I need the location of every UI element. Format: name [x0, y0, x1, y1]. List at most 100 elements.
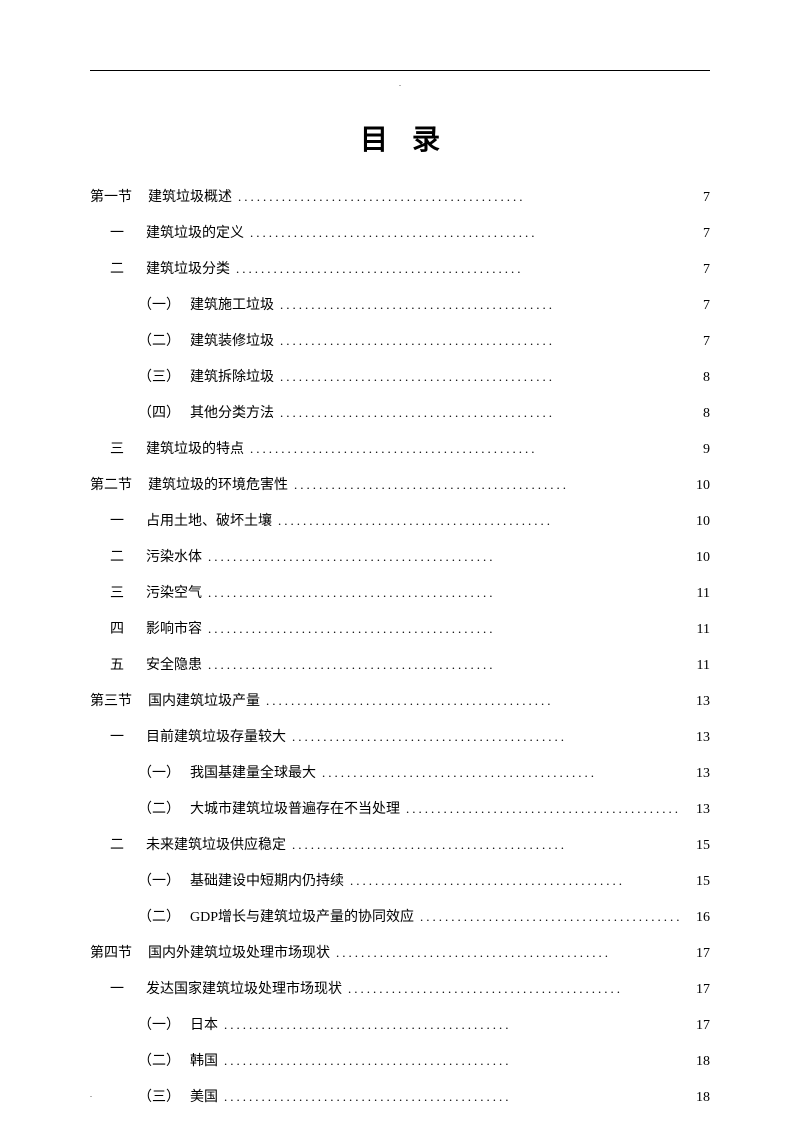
toc-leader-dots: ........................................… — [202, 585, 502, 601]
toc-entry-page: 11 — [680, 586, 710, 602]
toc-leader-dots: ........................................… — [274, 405, 561, 421]
toc-entry: 二污染水体...................................… — [90, 546, 710, 566]
toc-entry-label: 建筑垃圾的环境危害性 — [148, 474, 288, 494]
toc-entry-label: 建筑垃圾的定义 — [146, 222, 244, 242]
toc-entry-number: （二） — [138, 798, 190, 818]
toc-leader-dots: ........................................… — [244, 441, 544, 457]
toc-leader-dots: ........................................… — [344, 873, 631, 889]
toc-entry-page: 7 — [680, 190, 710, 206]
toc-leader-dots: ........................................… — [230, 261, 530, 277]
toc-entry-label: 日本 — [190, 1014, 218, 1034]
toc-entry-label: 大城市建筑垃圾普遍存在不当处理 — [190, 798, 400, 818]
toc-entry-number: （三） — [138, 366, 190, 386]
toc-entry: 一发达国家建筑垃圾处理市场现状.........................… — [90, 978, 710, 998]
toc-entry: （一）我国基建量全球最大............................… — [90, 762, 710, 782]
toc-leader-dots: ........................................… — [218, 1089, 518, 1105]
toc-entry-number: （四） — [138, 402, 190, 422]
toc-entry-label: 发达国家建筑垃圾处理市场现状 — [146, 978, 342, 998]
toc-entry-number: 第三节 — [90, 690, 148, 710]
toc-entry-page: 13 — [680, 730, 710, 746]
toc-leader-dots: ........................................… — [202, 657, 502, 673]
toc-entry: 一建筑垃圾的定义................................… — [90, 222, 710, 242]
toc-entry-label: 未来建筑垃圾供应稳定 — [146, 834, 286, 854]
toc-leader-dots: ........................................… — [218, 1017, 518, 1033]
toc-leader-dots: ........................................… — [260, 693, 560, 709]
toc-entry-label: GDP增长与建筑垃圾产量的协同效应 — [190, 906, 414, 926]
toc-entry-label: 占用土地、破坏土壤 — [146, 510, 272, 530]
toc-leader-dots: ........................................… — [342, 981, 629, 997]
toc-leader-dots: ........................................… — [244, 225, 544, 241]
toc-entry: 一目前建筑垃圾存量较大.............................… — [90, 726, 710, 746]
top-page-mark: . — [90, 79, 710, 88]
toc-entry: （一）建筑施工垃圾...............................… — [90, 294, 710, 314]
toc-entry-label: 影响市容 — [146, 618, 202, 638]
toc-entry-label: 建筑垃圾的特点 — [146, 438, 244, 458]
toc-entry: 三建筑垃圾的特点................................… — [90, 438, 710, 458]
toc-entry-page: 7 — [680, 262, 710, 278]
toc-entry-label: 建筑垃圾分类 — [146, 258, 230, 278]
toc-leader-dots: ........................................… — [274, 333, 561, 349]
toc-entry-number: 三 — [110, 582, 146, 602]
toc-entry-label: 美国 — [190, 1086, 218, 1106]
toc-entry-page: 16 — [680, 910, 710, 926]
toc-leader-dots: ........................................… — [286, 729, 573, 745]
toc-entry-page: 15 — [680, 874, 710, 890]
toc-entry-page: 15 — [680, 838, 710, 854]
toc-entry-number: 第一节 — [90, 186, 148, 206]
toc-entry-label: 建筑拆除垃圾 — [190, 366, 274, 386]
toc-entry-label: 国内建筑垃圾产量 — [148, 690, 260, 710]
toc-entry-page: 17 — [680, 946, 710, 962]
toc-entry-page: 13 — [680, 694, 710, 710]
toc-leader-dots: ........................................… — [414, 909, 680, 925]
toc-entry: （二）大城市建筑垃圾普遍存在不当处理......................… — [90, 798, 710, 818]
toc-entry-page: 10 — [680, 514, 710, 530]
toc-leader-dots: ........................................… — [400, 801, 680, 817]
toc-leader-dots: ........................................… — [202, 621, 502, 637]
toc-entry: （一）日本...................................… — [90, 1014, 710, 1034]
toc-leader-dots: ........................................… — [202, 549, 502, 565]
table-of-contents: 第一节建筑垃圾概述...............................… — [90, 186, 710, 1106]
toc-entry-page: 10 — [680, 550, 710, 566]
toc-title: 目录 — [90, 118, 710, 158]
toc-entry-number: 一 — [110, 726, 146, 746]
toc-entry-page: 11 — [680, 658, 710, 674]
toc-entry: （四）其他分类方法...............................… — [90, 402, 710, 422]
toc-entry-page: 13 — [680, 766, 710, 782]
toc-entry: 二未来建筑垃圾供应稳定.............................… — [90, 834, 710, 854]
toc-entry-number: 二 — [110, 258, 146, 278]
toc-entry-number: 二 — [110, 834, 146, 854]
toc-entry-label: 韩国 — [190, 1050, 218, 1070]
toc-entry-number: 四 — [110, 618, 146, 638]
toc-entry-number: 二 — [110, 546, 146, 566]
toc-entry-number: （一） — [138, 870, 190, 890]
toc-leader-dots: ........................................… — [288, 477, 575, 493]
header-rule — [90, 70, 710, 71]
toc-leader-dots: ........................................… — [330, 945, 617, 961]
toc-entry-page: 13 — [680, 802, 710, 818]
toc-entry-page: 17 — [680, 982, 710, 998]
toc-entry-label: 建筑垃圾概述 — [148, 186, 232, 206]
toc-entry: 第一节建筑垃圾概述...............................… — [90, 186, 710, 206]
toc-entry: （二）建筑装修垃圾...............................… — [90, 330, 710, 350]
toc-entry: （二）韩国...................................… — [90, 1050, 710, 1070]
toc-entry-label: 建筑施工垃圾 — [190, 294, 274, 314]
toc-entry-number: 三 — [110, 438, 146, 458]
toc-entry-number: （三） — [138, 1086, 190, 1106]
toc-entry: 二建筑垃圾分类.................................… — [90, 258, 710, 278]
toc-entry-number: 一 — [110, 510, 146, 530]
toc-entry-number: （二） — [138, 330, 190, 350]
toc-entry-number: （一） — [138, 294, 190, 314]
toc-entry-page: 18 — [680, 1090, 710, 1106]
toc-entry-number: （一） — [138, 762, 190, 782]
toc-entry: 第四节国内外建筑垃圾处理市场现状........................… — [90, 942, 710, 962]
toc-entry-page: 11 — [680, 622, 710, 638]
toc-entry-label: 污染水体 — [146, 546, 202, 566]
toc-entry: 第二节建筑垃圾的环境危害性...........................… — [90, 474, 710, 494]
toc-entry-number: 第二节 — [90, 474, 148, 494]
toc-entry: 一占用土地、破坏土壤..............................… — [90, 510, 710, 530]
toc-entry-label: 我国基建量全球最大 — [190, 762, 316, 782]
toc-entry-page: 7 — [680, 334, 710, 350]
toc-entry: 四影响市容...................................… — [90, 618, 710, 638]
toc-leader-dots: ........................................… — [274, 297, 561, 313]
toc-entry-page: 17 — [680, 1018, 710, 1034]
